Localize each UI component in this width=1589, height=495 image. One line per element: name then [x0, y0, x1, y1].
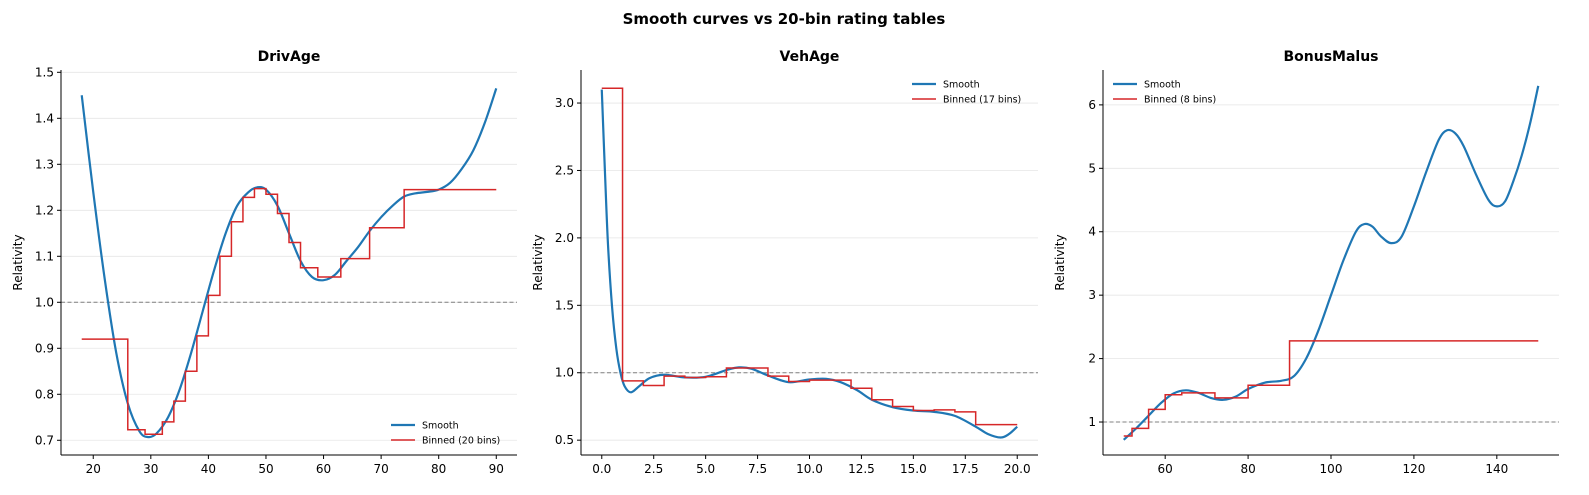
series-smooth-line — [600, 89, 1018, 439]
x-tick-label: 2.5 — [644, 462, 663, 476]
y-axis-label: Relativity — [11, 234, 25, 290]
x-tick-label: 100 — [1320, 462, 1343, 476]
x-tick-label: 20.0 — [1004, 462, 1031, 476]
x-tick-label: 20 — [86, 462, 101, 476]
panel-vehage: 0.5 1.0 1.5 2.0 2.5 3.0 0.0 2.5 5.0 7.5 10.0 12.5 15… — [531, 49, 1038, 476]
y-tick-label: 0.7 — [35, 433, 54, 447]
panel-drivage: 0.7 0.8 0.9 1.0 1.1 1.2 1.3 1.4 1.5 20 30 40 50 60 70 8… — [11, 49, 517, 476]
legend: Smooth Binned (17 bins) — [912, 80, 1021, 106]
series-binned-step — [1123, 340, 1539, 437]
series-smooth-line — [1122, 85, 1540, 441]
legend-label-smooth: Smooth — [943, 80, 980, 91]
x-tick-label: 70 — [373, 462, 388, 476]
y-axis-label: Relativity — [1053, 234, 1067, 290]
y-tick-label: 1.1 — [35, 249, 54, 263]
y-tick-label: 6 — [1088, 98, 1096, 112]
series-smooth-line — [80, 88, 498, 439]
y-tick-label: 5 — [1088, 161, 1096, 175]
x-tick-label: 10.0 — [796, 462, 823, 476]
y-tick-label: 3.0 — [555, 96, 574, 110]
x-tick-label: 120 — [1402, 462, 1425, 476]
y-tick-label: 0.5 — [555, 433, 574, 447]
x-tick-label: 30 — [143, 462, 158, 476]
y-tick-label: 0.9 — [35, 341, 54, 355]
y-axis-label: Relativity — [531, 234, 545, 290]
y-tick-label: 3 — [1088, 288, 1096, 302]
legend: Smooth Binned (8 bins) — [1113, 80, 1216, 106]
legend-label-binned: Binned (17 bins) — [943, 95, 1021, 106]
y-tick-label: 2.5 — [555, 163, 574, 177]
panel-title: VehAge — [780, 49, 840, 65]
y-tick-label: 1.4 — [35, 111, 54, 125]
x-tick-label: 0.0 — [592, 462, 611, 476]
x-tick-label: 80 — [431, 462, 446, 476]
series-binned-step — [81, 187, 497, 436]
panel-title: DrivAge — [258, 49, 321, 65]
legend-label-binned: Binned (8 bins) — [1144, 95, 1216, 106]
panel-title: BonusMalus — [1283, 49, 1378, 65]
y-tick-label: 1.5 — [35, 65, 54, 79]
y-tick-label: 1.3 — [35, 157, 54, 171]
y-tick-label: 4 — [1088, 225, 1096, 239]
y-tick-label: 1.0 — [35, 295, 54, 309]
legend-label-smooth: Smooth — [1144, 80, 1181, 91]
x-tick-label: 60 — [1158, 462, 1173, 476]
legend-label-smooth: Smooth — [422, 421, 459, 432]
series-binned-step — [601, 87, 1018, 426]
x-tick-label: 50 — [258, 462, 273, 476]
x-tick-label: 80 — [1240, 462, 1255, 476]
y-tick-label: 0.8 — [35, 387, 54, 401]
x-tick-label: 17.5 — [952, 462, 979, 476]
x-tick-label: 12.5 — [848, 462, 875, 476]
y-tick-label: 1.0 — [555, 366, 574, 380]
x-tick-label: 40 — [201, 462, 216, 476]
panel-bonusmalus: 1 2 3 4 5 6 60 80 100 120 140 BonusMalus Relativity S… — [1053, 49, 1559, 476]
y-tick-label: 1 — [1088, 415, 1096, 429]
x-tick-label: 60 — [316, 462, 331, 476]
legend-label-binned: Binned (20 bins) — [422, 436, 500, 447]
x-tick-label: 90 — [489, 462, 504, 476]
y-tick-label: 2 — [1088, 352, 1096, 366]
x-tick-label: 5.0 — [696, 462, 715, 476]
x-tick-label: 7.5 — [748, 462, 767, 476]
y-tick-label: 1.2 — [35, 203, 54, 217]
y-tick-label: 2.0 — [555, 231, 574, 245]
x-tick-label: 15.0 — [900, 462, 927, 476]
y-tick-label: 1.5 — [555, 298, 574, 312]
x-tick-label: 140 — [1485, 462, 1508, 476]
figure-title: Smooth curves vs 20-bin rating tables — [623, 10, 946, 28]
legend: Smooth Binned (20 bins) — [391, 421, 500, 447]
